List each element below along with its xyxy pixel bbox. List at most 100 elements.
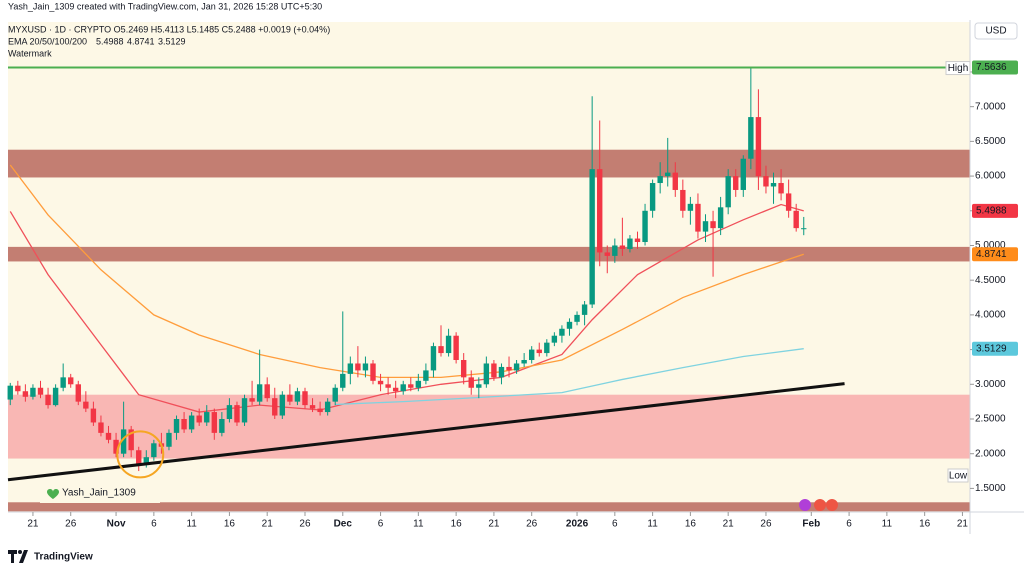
watermark: Yash_Jain_1309 [62, 488, 136, 499]
heart-icon [47, 489, 59, 499]
candle-body [317, 408, 323, 413]
candle-body [377, 380, 384, 385]
candle-body [748, 117, 754, 159]
zone [8, 502, 970, 512]
candle-body [785, 193, 792, 211]
candle-body [627, 238, 633, 249]
y-tick-label: 4.0000 [975, 310, 1006, 321]
candle-body [770, 183, 777, 187]
x-tick-label: 16 [451, 519, 463, 530]
x-tick-label: 26 [299, 519, 311, 530]
candle-body [657, 176, 663, 184]
candle-body [619, 245, 626, 249]
candle-body [385, 384, 391, 388]
candle-body [226, 405, 233, 419]
candle-body [574, 314, 580, 322]
candle-body [415, 380, 422, 388]
icons [799, 499, 838, 511]
candle-body [612, 245, 618, 256]
candle-body [702, 221, 709, 232]
x-tick-label: 6 [612, 519, 618, 530]
candle-body [717, 207, 724, 229]
x-tick-label: 6 [846, 519, 852, 530]
y-tick-label: 6.0000 [975, 171, 1006, 182]
candle-body [763, 176, 769, 187]
candle-body [30, 387, 36, 397]
candle-body [98, 422, 104, 433]
candle-body [279, 394, 286, 416]
candle-body [536, 349, 542, 354]
candle-body [249, 398, 255, 402]
x-tick-label: 21 [488, 519, 500, 530]
low-label: Low [949, 471, 968, 482]
candle-body [347, 363, 354, 374]
x-tick-label: 11 [882, 519, 893, 530]
price-tag-label: 4.8741 [976, 249, 1007, 260]
candle-body [83, 401, 89, 409]
y-tick-label: 6.5000 [975, 136, 1006, 147]
x-tick-label: Nov [107, 519, 126, 530]
candle-body [581, 304, 588, 315]
candle-body [234, 405, 240, 423]
candle-body [521, 360, 527, 364]
candle-body [665, 172, 671, 177]
logo [8, 550, 28, 563]
x-tick-label: Dec [334, 519, 353, 530]
ema-label: EMA 20/50/100/200 [8, 36, 87, 46]
candle-body [45, 394, 51, 406]
candle-body [287, 394, 293, 402]
x-tick-label: 21 [957, 519, 969, 530]
candle-body [90, 408, 97, 423]
candle-body [778, 183, 784, 194]
price-tag-label: 5.4988 [976, 206, 1007, 217]
candle-body [143, 457, 149, 465]
zone [8, 149, 970, 178]
candle-body [483, 363, 490, 385]
candle-body [649, 183, 656, 211]
x-tick-label: 11 [413, 519, 424, 530]
x-tick-label: 6 [378, 519, 384, 530]
candle-body [589, 169, 595, 305]
candle-body [75, 384, 81, 402]
y-tick-label: 1.5000 [975, 483, 1006, 494]
candle-body [801, 228, 807, 230]
candle-body [105, 432, 112, 440]
candle-body [634, 238, 641, 243]
candle-body [22, 391, 29, 397]
ema-value: 3.5129 [158, 36, 186, 46]
watermark-bg [40, 483, 160, 503]
candle-body [468, 377, 474, 388]
x-tick-label: 26 [760, 519, 772, 530]
candle-body [60, 377, 66, 388]
candle-body [506, 366, 512, 371]
highlight-circle [116, 430, 165, 479]
candle-body [513, 363, 520, 371]
high-tag [972, 60, 1018, 75]
candle-body [7, 385, 13, 400]
candle-body [332, 387, 338, 402]
candle-body [604, 252, 610, 256]
y-tick-label: 4.5000 [975, 275, 1006, 286]
ema-value: 5.4988 [96, 36, 124, 46]
candle-body [302, 391, 308, 406]
candle-body [725, 176, 731, 208]
x-tick-label: 16 [224, 519, 236, 530]
candle-body [680, 189, 686, 211]
candle-body [476, 384, 482, 388]
price-tag [972, 203, 1018, 218]
candle-body [340, 373, 346, 388]
candle-body [294, 391, 301, 402]
candle-body [491, 363, 497, 378]
x-tick-label: 16 [685, 519, 697, 530]
candle-body [256, 384, 263, 402]
candle-body [362, 363, 369, 371]
trendline [7, 382, 845, 482]
candle-body [642, 210, 648, 243]
high-tag-label: 7.5636 [976, 62, 1007, 73]
x-tick-label: 11 [186, 519, 197, 530]
candle-body [559, 328, 565, 336]
candle-body [687, 203, 694, 211]
candle-body [438, 346, 444, 354]
x-tick-label: 6 [151, 519, 157, 530]
y-tick-label: 3.0000 [975, 379, 1006, 390]
